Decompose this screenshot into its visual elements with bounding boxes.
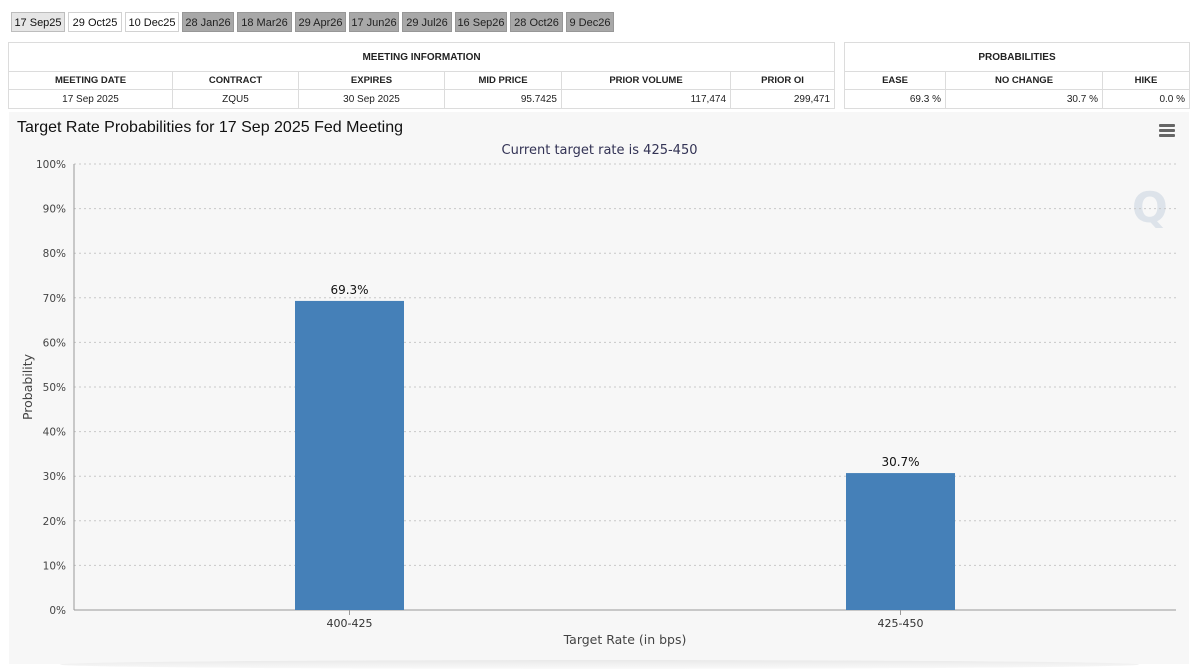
y-tick-label: 30% [43, 471, 66, 483]
x-tick-label: 400-425 [327, 617, 373, 630]
tab-9-dec26[interactable]: 9 Dec26 [566, 12, 614, 32]
bar-400-425 [295, 300, 404, 610]
tab-29-jul26[interactable]: 29 Jul26 [402, 12, 452, 32]
y-tick-label: 50% [43, 382, 66, 394]
x-axis-title: Target Rate (in bps) [563, 632, 687, 647]
tab-10-dec25[interactable]: 10 Dec25 [125, 12, 179, 32]
tab-28-jan26[interactable]: 28 Jan26 [182, 12, 234, 32]
panel-shadow [60, 660, 1139, 669]
chart-subtitle: Current target rate is 425-450 [501, 143, 698, 158]
y-tick-label: 20% [43, 516, 66, 528]
chart-menu-icon[interactable] [1159, 124, 1175, 138]
tab-29-oct25[interactable]: 29 Oct25 [68, 12, 122, 32]
header-prior-volume: PRIOR VOLUME [561, 71, 731, 90]
probabilities-table: PROBABILITIES EASE NO CHANGE HIKE 69.3 %… [843, 42, 1191, 109]
header-mid-price: MID PRICE [444, 71, 562, 90]
y-tick-label: 0% [49, 605, 66, 617]
chart-title: Target Rate Probabilities for 17 Sep 202… [17, 119, 404, 136]
header-no-change: NO CHANGE [945, 71, 1103, 90]
meeting-information-table: MEETING INFORMATION MEETING DATE CONTRAC… [7, 42, 836, 109]
tab-17-jun26[interactable]: 17 Jun26 [349, 12, 399, 32]
header-prior-oi: PRIOR OI [729, 71, 836, 90]
no-change-value: 30.7 % [945, 89, 1103, 109]
logo-icon: Q [1132, 183, 1168, 232]
meeting-date-value: 17 Sep 2025 [8, 89, 173, 109]
tab-16-sep26[interactable]: 16 Sep26 [455, 12, 507, 32]
bar-425-450 [846, 473, 955, 610]
tab-28-oct26[interactable]: 28 Oct26 [510, 12, 563, 32]
mid-price-value: 95.7425 [444, 89, 562, 109]
tab-17-sep25[interactable]: 17 Sep25 [11, 12, 65, 32]
y-tick-label: 70% [43, 293, 66, 305]
meeting-information-title: MEETING INFORMATION [7, 42, 836, 72]
tab-29-apr26[interactable]: 29 Apr26 [295, 12, 346, 32]
hike-value: 0.0 % [1101, 89, 1191, 109]
header-contract: CONTRACT [172, 71, 299, 90]
probabilities-title: PROBABILITIES [843, 42, 1191, 72]
header-expires: EXPIRES [298, 71, 445, 90]
y-tick-label: 90% [43, 204, 66, 216]
header-meeting-date: MEETING DATE [8, 71, 173, 90]
y-tick-label: 40% [43, 427, 66, 439]
y-tick-label: 10% [43, 560, 66, 572]
ease-value: 69.3 % [844, 89, 946, 109]
chart-panel [9, 112, 1189, 664]
data-label: 30.7% [881, 455, 919, 469]
y-tick-label: 80% [43, 248, 66, 260]
y-axis-title: Probability [20, 353, 35, 420]
tab-18-mar26[interactable]: 18 Mar26 [237, 12, 292, 32]
y-tick-label: 60% [43, 337, 66, 349]
y-tick-label: 100% [36, 159, 66, 171]
data-label: 69.3% [330, 283, 368, 297]
prior-oi-value: 299,471 [729, 89, 836, 109]
x-tick-label: 425-450 [878, 617, 924, 630]
